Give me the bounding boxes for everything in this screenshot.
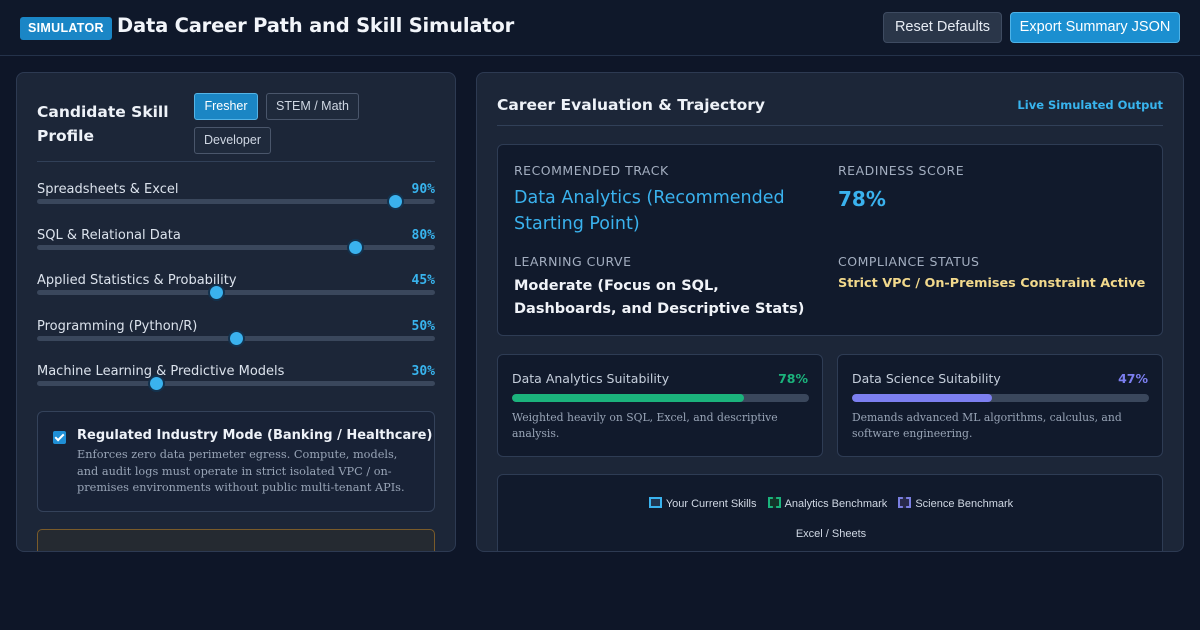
- chart-axis-label: Excel / Sheets: [795, 528, 867, 540]
- divider: [37, 161, 435, 162]
- slider-thumb[interactable]: [346, 239, 364, 256]
- suitability-percent: 78%: [778, 371, 808, 386]
- skill-value: 30%: [411, 364, 435, 379]
- chart-legend: Your Current Skills Analytics Benchmark …: [498, 497, 1164, 510]
- recommended-track-label: RECOMMENDED TRACK: [514, 163, 669, 178]
- reset-defaults-button[interactable]: Reset Defaults: [883, 12, 1002, 43]
- skill-slider-excel: Spreadsheets & Excel 90%: [37, 182, 435, 212]
- skill-slider-sql: SQL & Relational Data 80%: [37, 228, 435, 258]
- slider-thumb[interactable]: [207, 284, 225, 301]
- skill-slider-programming: Programming (Python/R) 50%: [37, 319, 435, 349]
- preset-developer-button[interactable]: Developer: [194, 127, 271, 154]
- skill-slider-statistics: Applied Statistics & Probability 45%: [37, 273, 435, 303]
- legend-label: Your Current Skills: [665, 498, 757, 510]
- analytics-suitability-card: Data Analytics Suitability 78% Weighted …: [497, 354, 823, 457]
- learning-curve-value: Moderate (Focus on SQL, Dashboards, and …: [514, 278, 805, 317]
- compliance-status-value: Strict VPC / On-Premises Constraint Acti…: [838, 276, 1146, 291]
- skill-value: 80%: [411, 228, 435, 243]
- skill-label: Applied Statistics & Probability: [37, 273, 237, 288]
- profile-title: Candidate Skill Profile: [37, 103, 169, 145]
- evaluation-card: RECOMMENDED TRACK Data Analytics (Recomm…: [497, 144, 1163, 336]
- suitability-progress-fill: [852, 394, 992, 402]
- skill-label: Programming (Python/R): [37, 319, 198, 334]
- career-evaluation-panel: Career Evaluation & Trajectory Live Simu…: [476, 72, 1184, 552]
- top-bar: SIMULATOR Data Career Path and Skill Sim…: [0, 0, 1200, 56]
- skill-label: Spreadsheets & Excel: [37, 182, 179, 197]
- evaluation-title: Career Evaluation & Trajectory: [497, 96, 766, 114]
- simulator-badge: SIMULATOR: [20, 17, 112, 40]
- readiness-score-value: 78%: [838, 187, 886, 211]
- suitability-description: Demands advanced ML algorithms, calculus…: [852, 411, 1122, 440]
- slider-track[interactable]: [37, 245, 435, 250]
- suitability-title: Data Science Suitability: [852, 371, 1001, 386]
- suitability-description: Weighted heavily on SQL, Excel, and desc…: [512, 411, 778, 440]
- learning-curve-label: LEARNING CURVE: [514, 254, 632, 269]
- slider-thumb[interactable]: [227, 330, 245, 347]
- suitability-progress-bar: [852, 394, 1149, 402]
- page-title: Data Career Path and Skill Simulator: [117, 14, 515, 37]
- suitability-progress-fill: [512, 394, 744, 402]
- slider-track[interactable]: [37, 199, 435, 204]
- science-suitability-card: Data Science Suitability 47% Demands adv…: [837, 354, 1163, 457]
- legend-item-analytics[interactable]: Analytics Benchmark: [767, 497, 888, 510]
- skill-slider-ml: Machine Learning & Predictive Models 30%: [37, 364, 435, 394]
- regulated-mode-description: Enforces zero data perimeter egress. Com…: [77, 448, 405, 494]
- skill-profile-panel: Candidate Skill Profile Fresher STEM / M…: [16, 72, 456, 552]
- suitability-title: Data Analytics Suitability: [512, 371, 670, 386]
- regulated-mode-box: Regulated Industry Mode (Banking / Healt…: [37, 411, 435, 512]
- preset-fresher-button[interactable]: Fresher: [194, 93, 258, 120]
- slider-track[interactable]: [37, 381, 435, 386]
- live-output-label: Live Simulated Output: [1017, 98, 1163, 112]
- skill-label: Machine Learning & Predictive Models: [37, 364, 285, 379]
- legend-label: Science Benchmark: [915, 498, 1014, 510]
- warning-box: [37, 529, 435, 551]
- slider-track[interactable]: [37, 290, 435, 295]
- divider: [497, 125, 1163, 126]
- regulated-mode-checkbox[interactable]: [53, 431, 66, 444]
- legend-label: Analytics Benchmark: [784, 498, 888, 510]
- slider-thumb[interactable]: [386, 193, 404, 210]
- slider-thumb[interactable]: [147, 375, 165, 392]
- recommended-track-value: Data Analytics (Recommended Starting Poi…: [514, 188, 785, 234]
- legend-swatch-icon: [648, 497, 662, 508]
- suitability-percent: 47%: [1118, 371, 1148, 386]
- skill-value: 90%: [411, 182, 435, 197]
- skill-radar-chart-card: Your Current Skills Analytics Benchmark …: [497, 474, 1164, 551]
- skill-value: 50%: [411, 319, 435, 334]
- suitability-progress-bar: [512, 394, 809, 402]
- legend-swatch-icon: [767, 497, 781, 508]
- legend-item-current[interactable]: Your Current Skills: [648, 497, 757, 510]
- skill-value: 45%: [411, 273, 435, 288]
- compliance-status-label: COMPLIANCE STATUS: [838, 254, 980, 269]
- readiness-score-label: READINESS SCORE: [838, 163, 965, 178]
- export-summary-button[interactable]: Export Summary JSON: [1010, 12, 1180, 43]
- regulated-mode-title: Regulated Industry Mode (Banking / Healt…: [77, 428, 433, 443]
- legend-swatch-icon: [898, 497, 912, 508]
- legend-item-science[interactable]: Science Benchmark: [898, 497, 1013, 510]
- preset-stem-button[interactable]: STEM / Math: [266, 93, 359, 120]
- skill-label: SQL & Relational Data: [37, 228, 181, 243]
